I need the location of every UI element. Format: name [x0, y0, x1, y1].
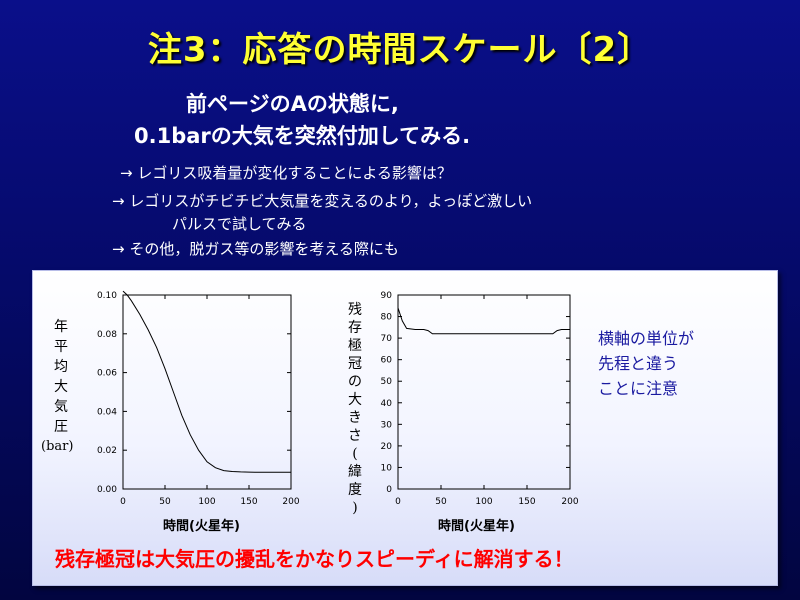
note-line: 横軸の単位が [598, 329, 695, 348]
chart1-ytick-label: 0.10 [97, 291, 117, 301]
chart2-ytick-label: 0 [386, 485, 392, 495]
intro-line-2: 0.1barの大気を突然付加してみる. [134, 124, 471, 148]
chart2-ytick-label: 10 [381, 463, 393, 473]
bullet-outgassing: → その他，脱ガス等の影響を考える際にも [112, 240, 399, 258]
chart1-xtick-label: 100 [198, 497, 215, 507]
chart1-frame [122, 294, 292, 490]
chart2-xtick-label: 100 [475, 497, 492, 507]
chart2-ytick-label: 30 [381, 420, 393, 430]
chart1-xtick-label: 50 [159, 497, 171, 507]
chart2-ylabel: 残存極冠の大きさ(緯度) [348, 302, 362, 516]
chart1-ylabel: 年平均大気圧 [54, 319, 68, 435]
bullet-regolith: → レゴリス吸着量が変化することによる影響は？ [120, 164, 452, 182]
chart1-ytick-label: 0.00 [97, 485, 117, 495]
chart2-series-line [397, 307, 570, 335]
axis-unit-note: 横軸の単位が 先程と違う ことに注意 [598, 326, 694, 401]
chart2-xtick-label: 50 [435, 497, 447, 507]
chart1-ytick-label: 0.02 [97, 446, 117, 456]
chart1-xtick-label: 150 [240, 497, 257, 507]
chart1-ytick-label: 0.04 [97, 407, 117, 417]
chart2-ytick-label: 50 [381, 377, 393, 387]
chart1-xtick-label: 0 [120, 497, 126, 507]
chart2-xtick-label: 0 [395, 497, 401, 507]
intro-line-1: 前ページのAの状態に, [186, 92, 399, 116]
note-line: 先程と違う [598, 354, 679, 373]
chart2-ytick-label: 70 [381, 334, 393, 344]
chart2-ytick-label: 20 [381, 442, 393, 452]
chart2-xtick-label: 200 [561, 497, 578, 507]
chart1-series-line [122, 290, 291, 473]
figure-panel: 0 50 100 150 200 0.00 0.02 0.04 0.06 0.08 0.10 0 50 1… [32, 270, 778, 586]
chart1-xtick-label: 200 [282, 497, 299, 507]
bullet-pulse-continued: パルスで試してみる [172, 215, 307, 233]
chart1-yunit: (bar) [41, 439, 74, 454]
slide-title: 注3：応答の時間スケール〔2〕 [147, 30, 653, 70]
chart2-xtick-label: 150 [518, 497, 535, 507]
chart1-xlabel: 時間(火星年) [163, 519, 240, 534]
note-line: ことに注意 [598, 379, 679, 398]
chart1-ytick-label: 0.08 [97, 330, 117, 340]
chart2-ytick-label: 80 [381, 313, 393, 323]
chart2-ytick-label: 40 [381, 399, 393, 409]
chart2-xlabel: 時間(火星年) [438, 519, 515, 534]
conclusion: 残存極冠は大気圧の擾乱をかなりスピーディに解消する！ [55, 547, 574, 571]
chart2-ytick-label: 90 [381, 291, 393, 301]
chart2-ytick-label: 60 [381, 356, 393, 366]
chart2-frame [397, 294, 571, 490]
chart1-ytick-label: 0.06 [97, 369, 117, 379]
bullet-pulse: → レゴリスがチビチビ大気量を変えるのより，よっぽど激しい [112, 192, 533, 210]
